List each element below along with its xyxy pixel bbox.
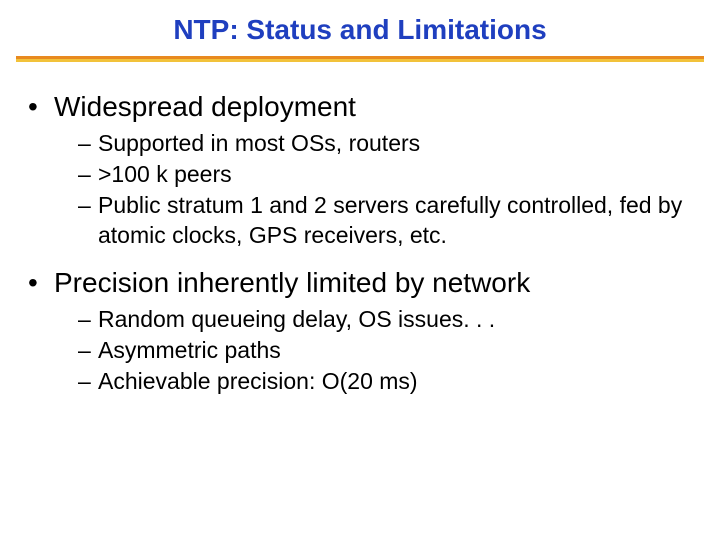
sub-bullet-item: Public stratum 1 and 2 servers carefully… — [78, 190, 694, 250]
slide: NTP: Status and Limitations Widespread d… — [0, 0, 720, 540]
bullet-list: Widespread deployment Supported in most … — [26, 90, 694, 396]
sub-bullet-item: Asymmetric paths — [78, 335, 694, 365]
bullet-text: Widespread deployment — [54, 91, 356, 122]
bullet-text: Precision inherently limited by network — [54, 267, 530, 298]
sub-bullet-item: Achievable precision: O(20 ms) — [78, 366, 694, 396]
sub-bullet-item: Random queueing delay, OS issues. . . — [78, 304, 694, 334]
sub-bullet-item: >100 k peers — [78, 159, 694, 189]
rule-bar-bottom — [16, 59, 704, 62]
slide-title: NTP: Status and Limitations — [0, 0, 720, 54]
title-rule — [16, 56, 704, 62]
slide-content: Widespread deployment Supported in most … — [0, 62, 720, 396]
bullet-item: Precision inherently limited by network … — [26, 266, 694, 396]
sub-bullet-item: Supported in most OSs, routers — [78, 128, 694, 158]
sub-bullet-list: Random queueing delay, OS issues. . . As… — [54, 304, 694, 396]
bullet-item: Widespread deployment Supported in most … — [26, 90, 694, 250]
sub-bullet-list: Supported in most OSs, routers >100 k pe… — [54, 128, 694, 250]
